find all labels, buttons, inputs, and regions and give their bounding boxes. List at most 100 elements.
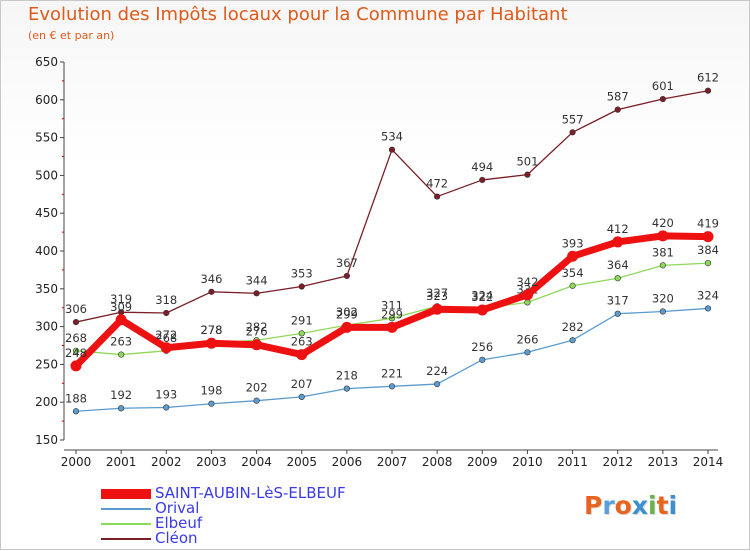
series-line-cl-on (75, 90, 709, 323)
proxiti-logo: Proxiti (584, 491, 678, 520)
data-point-cl-on (659, 95, 666, 103)
data-label-cl-on: 587 (607, 90, 629, 104)
data-label-elbeuf: 278 (200, 323, 222, 337)
data-label-cl-on: 346 (200, 272, 222, 286)
data-point-cl-on (479, 176, 486, 184)
data-point-elbeuf (614, 275, 621, 282)
data-label-cl-on: 494 (471, 160, 493, 174)
data-point-orival (569, 337, 576, 344)
data-point-saint-aubin-l-s-elbeuf (657, 230, 669, 242)
data-label-orival: 207 (291, 377, 313, 391)
series-cl-on: 306 319 318 346 344 353 367 534 472 494 501 557 587 6… (65, 71, 719, 326)
chart-title: Evolution des Impôts locaux pour la Comm… (28, 4, 568, 25)
series-saint-aubin-l-s-elbeuf: 248 309 272 278 276 263 299 299 323 322 342 393 412 4… (65, 216, 719, 372)
data-point-cl-on (614, 106, 621, 113)
data-label-saint-aubin-l-s-elbeuf: 419 (697, 217, 719, 231)
data-point-elbeuf (524, 299, 531, 306)
data-point-cl-on (569, 129, 576, 136)
data-point-orival (72, 408, 80, 415)
y-tick-label: 450 (35, 206, 58, 220)
data-label-orival: 320 (652, 291, 674, 305)
data-label-elbeuf: 381 (652, 245, 674, 259)
x-tick-label: 2012 (602, 455, 633, 469)
data-label-saint-aubin-l-s-elbeuf: 278 (200, 323, 222, 337)
legend-swatch (101, 508, 151, 510)
x-tick-label: 2005 (286, 455, 317, 469)
data-point-orival (614, 310, 621, 317)
data-point-orival (163, 404, 170, 411)
x-tick-label: 2010 (512, 455, 543, 469)
x-tick-label: 2004 (241, 455, 272, 469)
data-point-orival (253, 397, 260, 404)
data-point-cl-on (343, 272, 350, 280)
data-label-orival: 192 (110, 388, 132, 402)
data-label-elbeuf: 291 (291, 313, 313, 327)
data-point-elbeuf (659, 262, 666, 269)
data-label-orival: 221 (381, 366, 403, 380)
y-tick-label: 650 (35, 55, 58, 69)
data-point-orival (388, 383, 396, 390)
data-point-saint-aubin-l-s-elbeuf (296, 349, 308, 361)
data-label-cl-on: 344 (246, 273, 268, 287)
data-point-cl-on (704, 87, 712, 94)
data-label-orival: 198 (200, 384, 222, 398)
y-tick-label: 350 (35, 282, 58, 296)
data-label-saint-aubin-l-s-elbeuf: 420 (652, 216, 674, 230)
y-tick-label: 550 (35, 131, 58, 145)
x-tick-label: 2006 (332, 455, 363, 469)
data-label-elbeuf: 263 (110, 335, 132, 349)
y-tick-label: 400 (35, 244, 58, 258)
data-label-cl-on: 612 (697, 71, 719, 85)
x-tick-label: 2013 (648, 455, 679, 469)
data-point-saint-aubin-l-s-elbeuf (702, 231, 714, 243)
data-label-elbeuf: 324 (471, 288, 493, 302)
data-point-elbeuf (298, 330, 305, 337)
y-tick-label: 250 (35, 357, 58, 371)
data-point-cl-on (72, 318, 80, 326)
chart-subtitle: (en € et par an) (28, 29, 115, 42)
data-point-saint-aubin-l-s-elbeuf (567, 250, 579, 262)
x-tick-label: 2008 (422, 455, 453, 469)
data-label-orival: 266 (516, 332, 538, 346)
data-label-elbeuf: 327 (426, 286, 448, 300)
data-point-elbeuf (704, 259, 712, 267)
data-label-elbeuf: 302 (336, 305, 358, 319)
data-label-saint-aubin-l-s-elbeuf: 393 (562, 236, 584, 250)
data-point-cl-on (253, 290, 260, 297)
legend-swatch (101, 538, 151, 540)
data-label-orival: 193 (155, 387, 177, 401)
data-point-saint-aubin-l-s-elbeuf (521, 289, 533, 301)
data-label-saint-aubin-l-s-elbeuf: 342 (516, 275, 538, 289)
data-label-cl-on: 601 (652, 79, 674, 93)
data-label-cl-on: 501 (516, 155, 538, 169)
legend-swatch (101, 523, 151, 525)
data-label-saint-aubin-l-s-elbeuf: 248 (65, 346, 87, 360)
data-label-cl-on: 318 (155, 293, 177, 307)
data-label-orival: 224 (426, 364, 448, 378)
data-point-cl-on (388, 146, 396, 153)
data-label-orival: 202 (246, 381, 268, 395)
data-label-cl-on: 306 (65, 302, 87, 316)
legend-label: Orival (155, 499, 200, 517)
data-point-saint-aubin-l-s-elbeuf (386, 321, 398, 333)
data-point-saint-aubin-l-s-elbeuf (431, 303, 443, 315)
data-label-cl-on: 557 (562, 112, 584, 126)
data-point-cl-on (208, 288, 215, 295)
x-tick-label: 2009 (467, 455, 498, 469)
data-point-orival (298, 393, 305, 401)
x-tick-label: 2007 (377, 455, 408, 469)
data-point-elbeuf (569, 282, 576, 289)
data-label-saint-aubin-l-s-elbeuf: 299 (381, 307, 403, 321)
data-point-saint-aubin-l-s-elbeuf (341, 321, 353, 333)
data-label-orival: 324 (697, 288, 719, 302)
data-label-cl-on: 534 (381, 130, 403, 144)
data-point-orival (208, 400, 215, 407)
y-tick-label: 300 (35, 320, 58, 334)
data-point-saint-aubin-l-s-elbeuf (251, 339, 263, 351)
data-point-saint-aubin-l-s-elbeuf (70, 360, 82, 372)
series-orival: 188 192 193 198 202 207 218 221 224 256 266 282 317 3… (65, 288, 719, 415)
data-label-saint-aubin-l-s-elbeuf: 299 (336, 307, 358, 321)
legend-label: Cléon (155, 529, 198, 547)
data-point-saint-aubin-l-s-elbeuf (160, 342, 172, 354)
data-label-orival: 188 (65, 391, 87, 405)
